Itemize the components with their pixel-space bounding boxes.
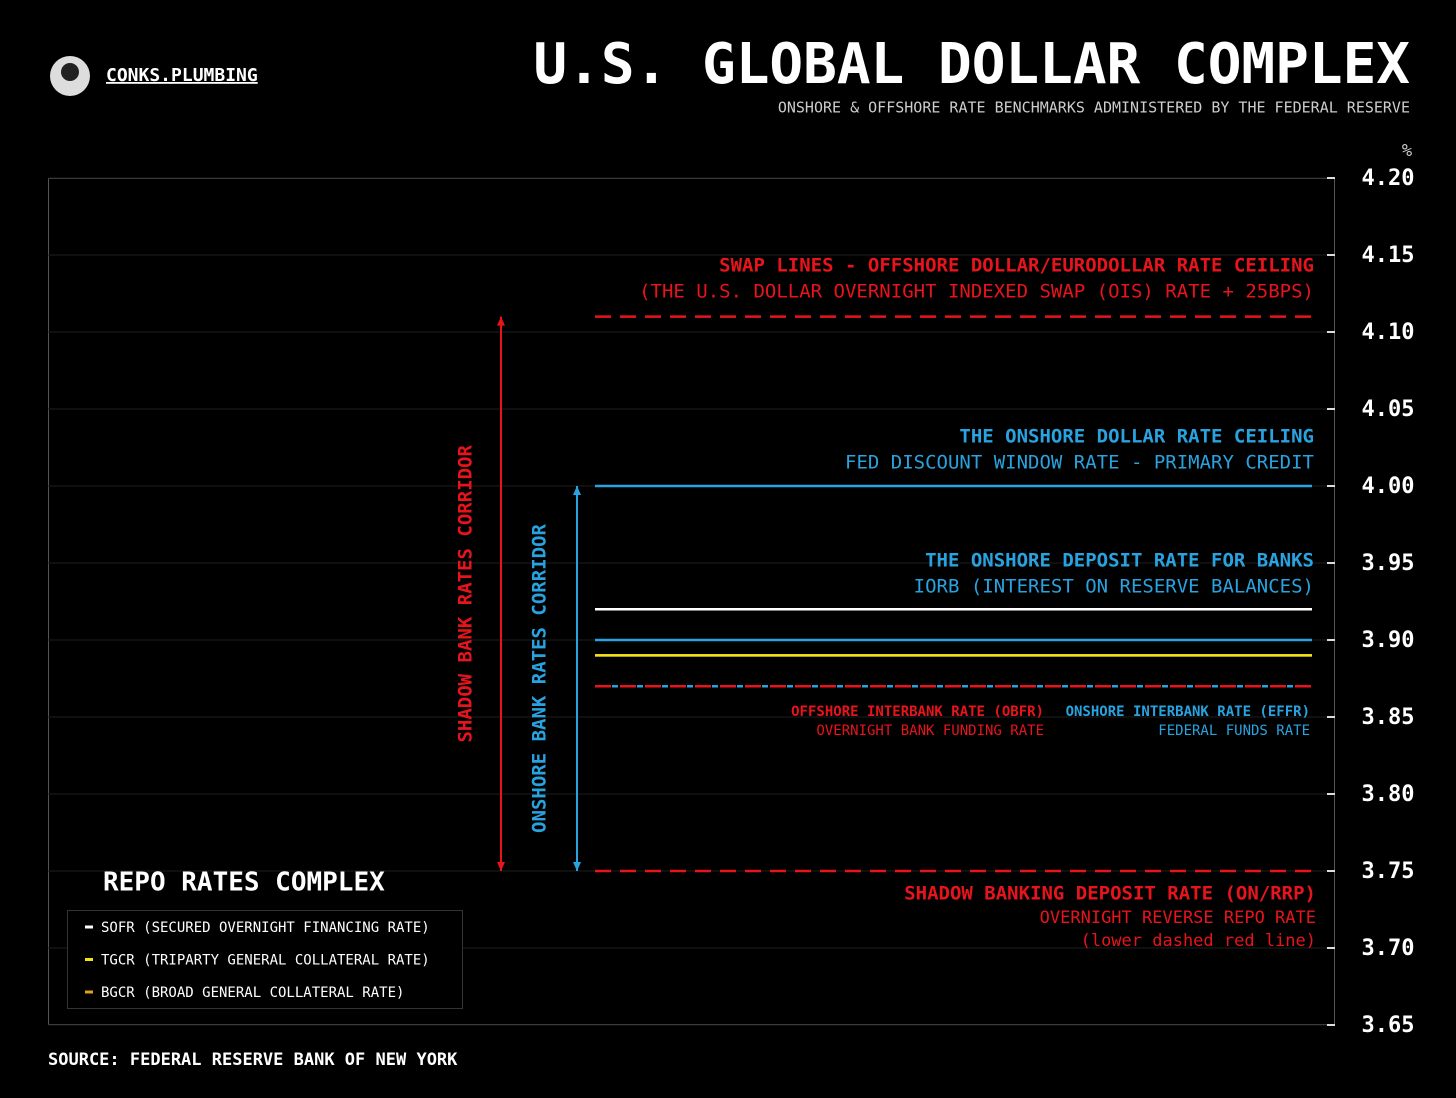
benchmark-title: OFFSHORE INTERBANK RATE (OBFR) (791, 704, 1044, 720)
y-tick-label: 4.15 (1362, 243, 1415, 268)
benchmark-title: SHADOW BANKING DEPOSIT RATE (ON/RRP) (904, 883, 1316, 905)
benchmark-title: ONSHORE INTERBANK RATE (EFFR) (1066, 704, 1310, 720)
legend-label: SOFR (SECURED OVERNIGHT FINANCING RATE) (101, 920, 430, 936)
benchmark-title: THE ONSHORE DOLLAR RATE CEILING (959, 426, 1314, 448)
legend-box (67, 910, 463, 1009)
arrow-head (573, 862, 581, 871)
benchmark-note: FED DISCOUNT WINDOW RATE - PRIMARY CREDI… (845, 452, 1314, 474)
y-tick-label: 3.65 (1362, 1013, 1415, 1038)
legend-title: REPO RATES COMPLEX (103, 868, 385, 898)
y-tick-label: 3.85 (1362, 705, 1415, 730)
y-tick-label: 4.10 (1362, 320, 1415, 345)
benchmark-title: SWAP LINES - OFFSHORE DOLLAR/EURODOLLAR … (719, 255, 1314, 277)
y-tick-label: 4.00 (1362, 474, 1415, 499)
corridor-label: ONSHORE BANK RATES CORRIDOR (529, 524, 551, 833)
y-tick-label: 3.95 (1362, 551, 1415, 576)
arrow-head (497, 862, 505, 871)
legend-label: BGCR (BROAD GENERAL COLLATERAL RATE) (101, 985, 404, 1001)
y-tick-label: 4.20 (1362, 166, 1415, 191)
brand[interactable]: CONKS.PLUMBING (106, 65, 258, 86)
benchmark-note: (THE U.S. DOLLAR OVERNIGHT INDEXED SWAP … (639, 281, 1314, 303)
y-tick-label: 3.70 (1362, 936, 1415, 961)
y-tick-label: 3.75 (1362, 859, 1415, 884)
benchmark-title: THE ONSHORE DEPOSIT RATE FOR BANKS (925, 550, 1314, 572)
y-unit: % (1402, 141, 1412, 161)
benchmark-note: IORB (INTEREST ON RESERVE BALANCES) (914, 576, 1314, 598)
benchmark-note: FEDERAL FUNDS RATE (1158, 723, 1310, 739)
arrow-head (573, 486, 581, 495)
y-tick-label: 3.80 (1362, 782, 1415, 807)
brand-logo-face (61, 63, 79, 81)
benchmark-note: OVERNIGHT REVERSE REPO RATE (1040, 908, 1316, 928)
y-tick-label: 4.05 (1362, 397, 1415, 422)
chart-title: U.S. GLOBAL DOLLAR COMPLEX (533, 32, 1410, 97)
chart-subtitle: ONSHORE & OFFSHORE RATE BENCHMARKS ADMIN… (778, 99, 1410, 117)
y-tick-label: 3.90 (1362, 628, 1415, 653)
legend-label: TGCR (TRIPARTY GENERAL COLLATERAL RATE) (101, 953, 430, 969)
benchmark-note: (lower dashed red line) (1081, 931, 1316, 951)
corridor-label: SHADOW BANK RATES CORRIDOR (455, 445, 477, 743)
benchmark-note: OVERNIGHT BANK FUNDING RATE (816, 723, 1044, 739)
source: SOURCE: FEDERAL RESERVE BANK OF NEW YORK (48, 1050, 458, 1070)
arrow-head (497, 316, 505, 326)
